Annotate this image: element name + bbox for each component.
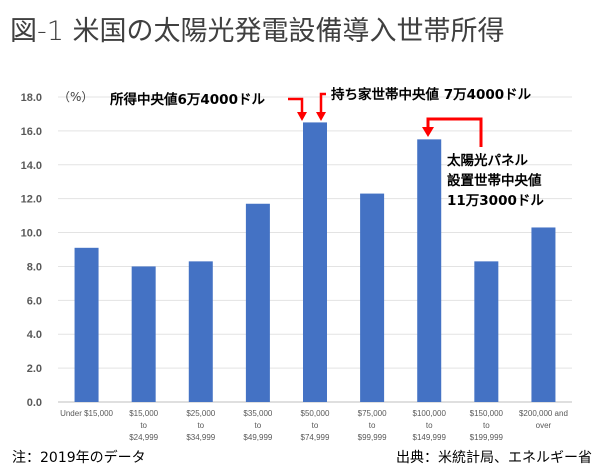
bar: [474, 261, 499, 402]
bar: [531, 227, 556, 402]
y-tick-label: 14.0: [21, 160, 42, 172]
x-tick-label: $100,000: [413, 409, 447, 418]
x-tick-label: $199,999: [470, 433, 504, 442]
bar: [360, 193, 385, 402]
annotation-solar-line3: 11万3000ドル: [447, 193, 544, 209]
x-tick-label: over: [536, 421, 552, 430]
x-tick-label: $34,999: [186, 433, 215, 442]
arrowhead-homeowner-median: [316, 112, 326, 121]
x-tick-label: $49,999: [243, 433, 272, 442]
annotation-solar-line2: 設置世帯中央値: [447, 172, 542, 189]
x-tick-label: to: [197, 421, 204, 430]
x-tick-label: $24,999: [129, 433, 158, 442]
x-tick-label: to: [312, 421, 319, 430]
source-text: 出典：米統計局、エネルギー省: [396, 450, 592, 466]
y-tick-label: 8.0: [27, 261, 42, 273]
bar: [303, 122, 327, 403]
bar: [245, 203, 270, 402]
x-tick-label: to: [140, 421, 147, 430]
arrowhead-income-median: [297, 112, 307, 121]
bar: [74, 247, 99, 402]
x-tick-label: to: [369, 421, 376, 430]
chart-title: 図-1 米国の太陽光発電設備導入世帯所得: [10, 16, 505, 47]
x-tick-label: $25,000: [186, 409, 215, 418]
arrow-income-median: [288, 97, 304, 113]
x-tick-label: $149,999: [413, 433, 447, 442]
x-tick-label: $75,000: [358, 409, 387, 418]
x-tick-label: Under $15,000: [60, 409, 113, 418]
y-tick-label: 10.0: [21, 228, 42, 240]
x-tick-label: $35,000: [243, 409, 272, 418]
y-tick-label: 4.0: [27, 329, 42, 341]
arrowhead-solar-median: [422, 127, 434, 137]
x-tick-label: $50,000: [301, 409, 330, 418]
arrow-homeowner-median: [319, 92, 326, 113]
y-tick-label: 12.0: [21, 194, 42, 206]
x-tick-label: $200,000 and: [519, 409, 568, 418]
bar: [417, 139, 442, 402]
y-tick-label: 16.0: [21, 126, 42, 138]
x-tick-label: to: [255, 421, 262, 430]
annotation-arrows: [288, 92, 483, 147]
x-tick-label: $99,999: [358, 433, 387, 442]
bar: [131, 266, 156, 402]
annotation-solar-line1: 太陽光パネル: [447, 152, 528, 169]
y-tick-label: 2.0: [27, 363, 42, 375]
x-tick-label: to: [483, 421, 490, 430]
annotation-income-median: 所得中央値6万4000ドル: [110, 91, 265, 108]
x-tick-label: $74,999: [301, 433, 330, 442]
arrow-solar-median: [426, 117, 483, 147]
x-tick-label: $150,000: [470, 409, 504, 418]
y-tick-label: 6.0: [27, 295, 42, 307]
y-axis-unit-label: （%）: [58, 90, 93, 104]
annotation-homeowner-median: 持ち家世帯中央値 7万4000ドル: [331, 86, 532, 103]
x-tick-label: $15,000: [129, 409, 158, 418]
x-tick-label: to: [426, 421, 433, 430]
y-tick-label: 18.0: [21, 92, 42, 104]
note-text: 注：2019年のデータ: [12, 449, 146, 466]
bar: [188, 261, 213, 402]
y-tick-label: 0.0: [27, 397, 42, 409]
